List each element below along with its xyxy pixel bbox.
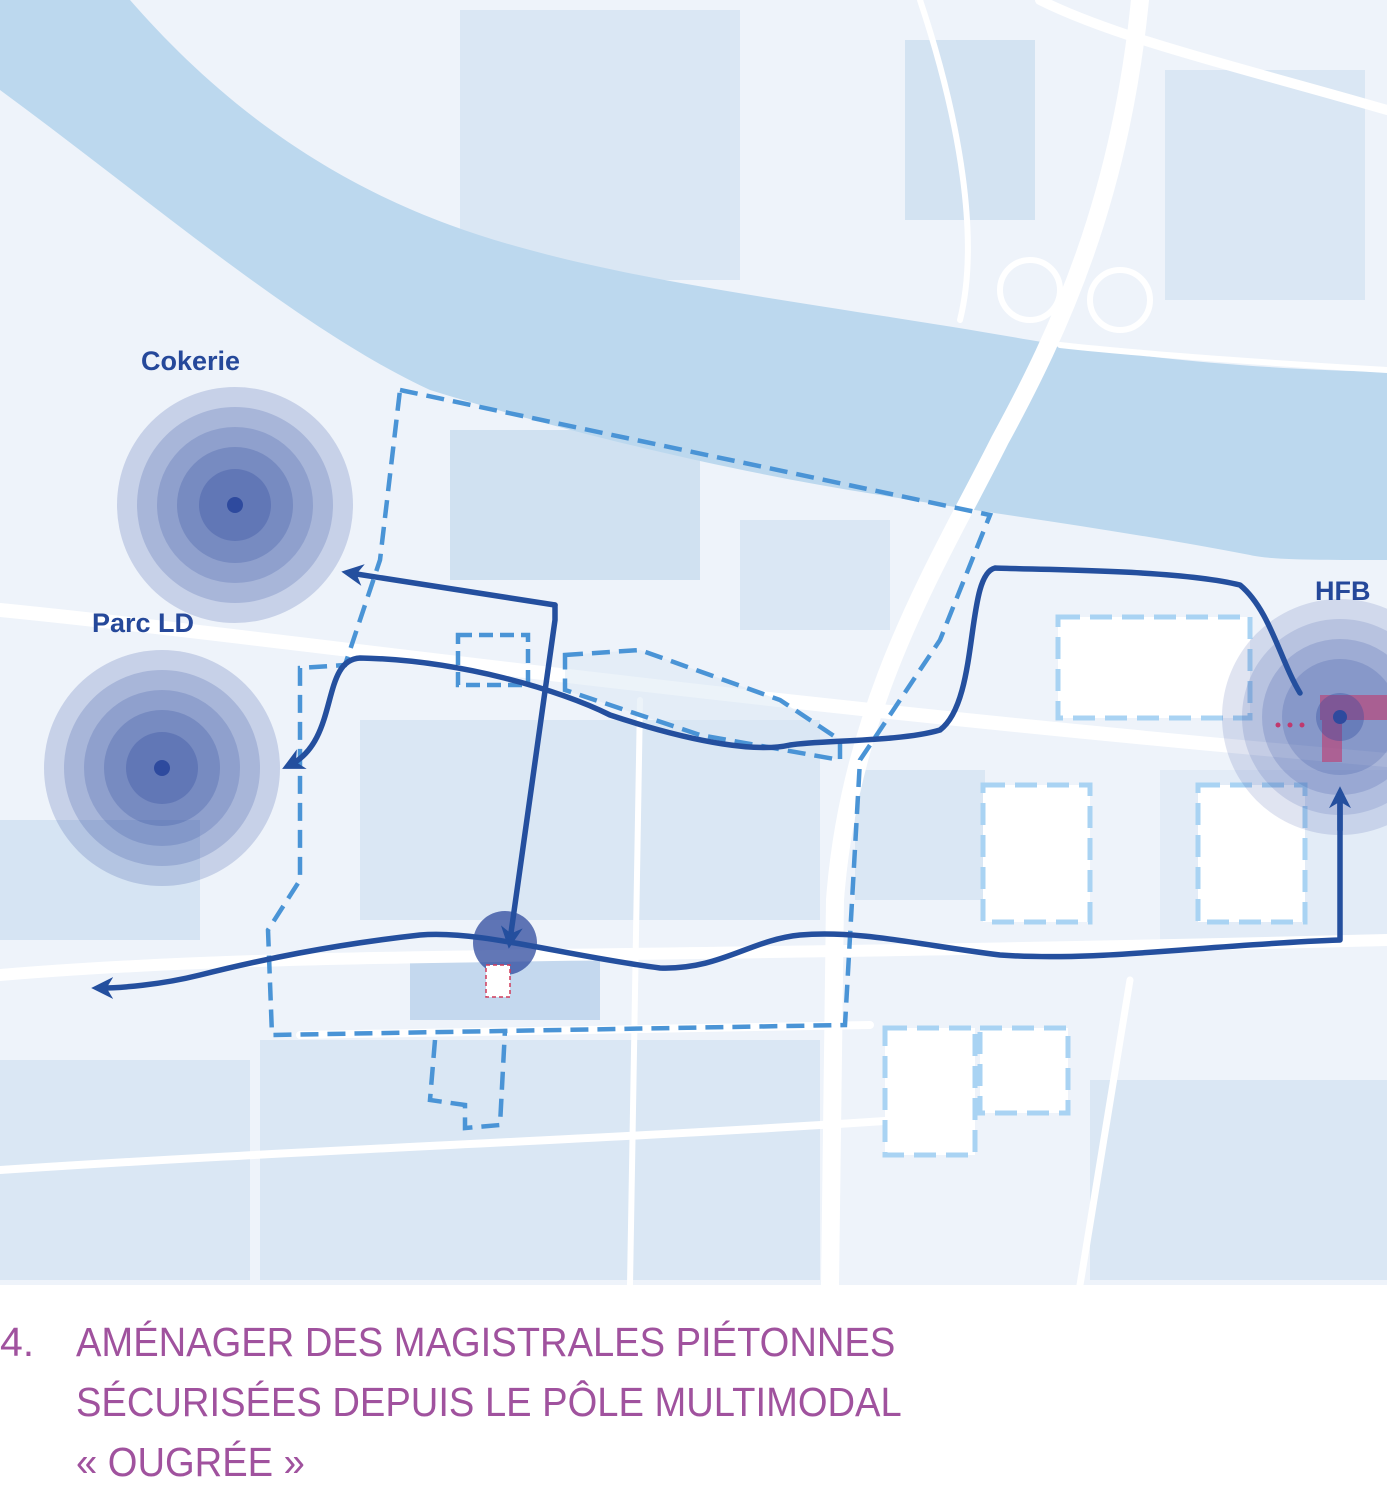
station-marker [485, 964, 511, 998]
caption-number: 4. [0, 1319, 35, 1365]
project-areas [882, 614, 1308, 1158]
hfb-marker [1320, 695, 1387, 720]
caption-line-2: SÉCURISÉES DEPUIS LE PÔLE MULTIMODAL [76, 1379, 902, 1425]
building-perimeter [455, 632, 531, 688]
hotspot-cokerie [117, 387, 353, 623]
caption-line-3: « OUGRÉE » [76, 1439, 305, 1485]
park-perimeter [562, 647, 843, 763]
label-cokerie: Cokerie [141, 346, 240, 376]
route-parc-ld-hfb [282, 565, 1303, 769]
map: Cokerie Parc LD HFB [0, 0, 1387, 1285]
hotspot-parc-ld [44, 650, 280, 886]
route-west-east [91, 792, 1343, 999]
study-perimeter [265, 387, 994, 1038]
label-hfb: HFB [1315, 576, 1371, 606]
study-perimeter-extension [427, 1029, 508, 1131]
pedestrian-routes [91, 564, 1351, 999]
river [0, 0, 1387, 560]
route-to-cokerie [341, 564, 558, 608]
route-station-north [500, 602, 558, 949]
label-parc-ld: Parc LD [92, 608, 194, 638]
hfb-marker [1322, 720, 1342, 762]
caption-line-1: AMÉNAGER DES MAGISTRALES PIÉTONNES [76, 1319, 896, 1365]
